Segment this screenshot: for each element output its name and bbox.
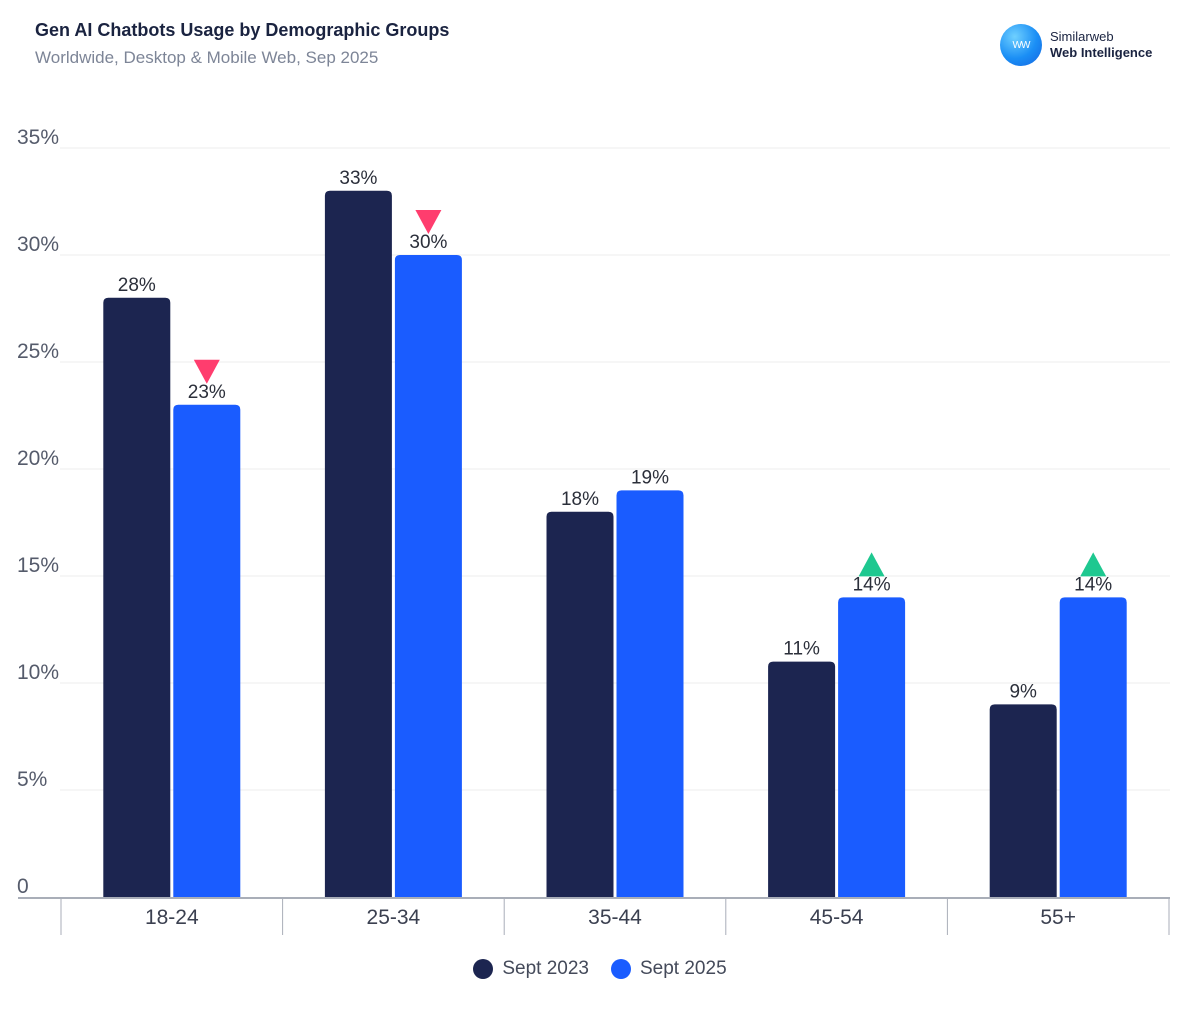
bar-sept-2025 xyxy=(1059,597,1127,897)
bar-sept-2025 xyxy=(838,597,906,897)
y-tick-label: 30% xyxy=(17,233,59,256)
data-label: 19% xyxy=(631,467,669,488)
data-label: 14% xyxy=(1074,574,1112,595)
logo-mark-text: WW xyxy=(1012,39,1031,51)
legend-label-2025: Sept 2025 xyxy=(640,958,727,979)
decrease-triangle-icon xyxy=(415,210,442,234)
bar-sept-2025 xyxy=(173,404,241,897)
legend-label-2023: Sept 2023 xyxy=(502,958,589,979)
data-label: 30% xyxy=(409,232,447,253)
chart-legend: Sept 2023 Sept 2025 xyxy=(0,958,1200,980)
bar-sept-2025 xyxy=(394,255,462,897)
data-label: 23% xyxy=(188,382,226,403)
bar-sept-2023 xyxy=(546,511,614,897)
x-tick-label: 18-24 xyxy=(145,906,199,929)
y-tick-label: 20% xyxy=(17,447,59,470)
bar-sept-2023 xyxy=(768,661,836,897)
decrease-triangle-icon xyxy=(193,359,220,384)
increase-triangle-icon xyxy=(1080,552,1107,577)
increase-triangle-icon xyxy=(858,552,885,577)
chart-title: Gen AI Chatbots Usage by Demographic Gro… xyxy=(35,20,450,40)
data-label: 33% xyxy=(339,168,377,189)
data-label: 11% xyxy=(783,639,820,660)
legend-item-sept-2023[interactable]: Sept 2023 xyxy=(473,958,589,980)
data-label: 14% xyxy=(853,574,891,595)
similarweb-logo-icon: WW xyxy=(1000,24,1042,66)
bar-sept-2023 xyxy=(324,190,392,898)
data-label: 9% xyxy=(1009,681,1037,702)
legend-swatch-2025 xyxy=(611,959,631,979)
brand-logo-block[interactable]: WW Similarweb Web Intelligence xyxy=(1000,24,1152,66)
y-tick-label: 15% xyxy=(17,554,59,577)
chart-subtitle: Worldwide, Desktop & Mobile Web, Sep 202… xyxy=(35,48,379,67)
x-tick-label: 45-54 xyxy=(810,906,864,929)
data-label: 28% xyxy=(118,275,156,296)
data-label: 18% xyxy=(561,489,599,510)
legend-swatch-2023 xyxy=(473,959,494,979)
brand-tagline: Web Intelligence xyxy=(1050,45,1153,60)
chart-header: Gen AI Chatbots Usage by Demographic Gro… xyxy=(35,20,449,68)
y-tick-label: 5% xyxy=(17,768,47,791)
bar-sept-2023 xyxy=(103,297,171,897)
brand-name: Similarweb xyxy=(1050,29,1114,44)
legend-item-sept-2025[interactable]: Sept 2025 xyxy=(611,958,727,980)
bar-sept-2023 xyxy=(989,704,1057,897)
y-tick-label: 25% xyxy=(17,340,59,363)
x-tick-label: 35-44 xyxy=(588,906,642,929)
y-tick-label: 10% xyxy=(17,661,59,684)
x-tick-label: 55+ xyxy=(1040,906,1076,929)
bar-sept-2025 xyxy=(616,490,684,897)
x-tick-label: 25-34 xyxy=(367,906,421,929)
y-tick-label: 35% xyxy=(17,126,59,149)
y-tick-label: 0 xyxy=(17,875,29,898)
